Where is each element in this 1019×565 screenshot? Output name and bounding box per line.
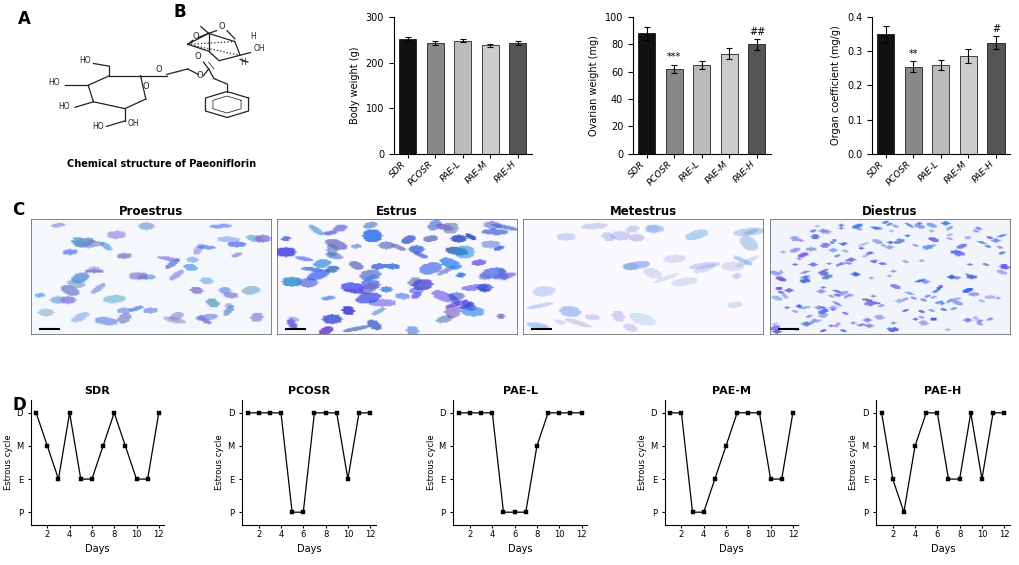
Text: B: B [173, 3, 185, 21]
Y-axis label: Estrous cycle: Estrous cycle [4, 434, 13, 490]
Y-axis label: Organ coefficient (mg/g): Organ coefficient (mg/g) [830, 25, 841, 145]
Text: O: O [143, 82, 149, 91]
Bar [665, 69, 682, 154]
Text: ***: *** [666, 52, 681, 62]
Title: PAE-M: PAE-M [711, 386, 750, 396]
Text: OH: OH [253, 44, 265, 53]
Bar [398, 39, 416, 154]
Bar [959, 56, 976, 154]
Text: HO: HO [48, 77, 59, 86]
Y-axis label: Estrous cycle: Estrous cycle [426, 434, 435, 490]
Text: #: # [991, 24, 999, 34]
Bar [720, 54, 737, 154]
Text: O: O [218, 22, 225, 31]
Text: O: O [196, 71, 203, 80]
Title: PAE-L: PAE-L [502, 386, 537, 396]
Bar [931, 65, 949, 154]
Text: HO: HO [79, 56, 91, 66]
Text: **: ** [908, 49, 917, 59]
X-axis label: Days: Days [929, 544, 954, 554]
Text: A: A [17, 10, 31, 28]
Bar [904, 67, 921, 154]
Bar [426, 43, 443, 154]
Title: PCOSR: PCOSR [287, 386, 329, 396]
Bar [748, 44, 764, 154]
Text: C: C [12, 201, 24, 219]
Title: PAE-H: PAE-H [923, 386, 961, 396]
X-axis label: Days: Days [297, 544, 321, 554]
Text: D: D [12, 396, 25, 414]
Y-axis label: Estrous cycle: Estrous cycle [849, 434, 858, 490]
Text: O: O [195, 51, 202, 60]
Bar [508, 43, 526, 154]
Title: Diestrus: Diestrus [861, 205, 916, 218]
Y-axis label: Ovarian weight (mg): Ovarian weight (mg) [589, 35, 598, 136]
Y-axis label: Estrous cycle: Estrous cycle [637, 434, 646, 490]
Text: O: O [156, 66, 162, 75]
Title: SDR: SDR [85, 386, 110, 396]
Title: Proestrus: Proestrus [118, 205, 182, 218]
Y-axis label: Body weight (g): Body weight (g) [350, 46, 360, 124]
Text: ##: ## [748, 27, 764, 37]
X-axis label: Days: Days [507, 544, 532, 554]
Bar [481, 45, 498, 154]
Bar [453, 41, 471, 154]
X-axis label: Days: Days [718, 544, 743, 554]
Text: Chemical structure of Paeoniflorin: Chemical structure of Paeoniflorin [67, 159, 256, 170]
Text: HO: HO [58, 102, 70, 111]
Text: HO: HO [92, 122, 104, 131]
Title: Metestrus: Metestrus [609, 205, 677, 218]
Bar [638, 33, 654, 154]
Text: O: O [192, 32, 199, 41]
Bar [986, 42, 1004, 154]
Y-axis label: Estrous cycle: Estrous cycle [215, 434, 224, 490]
Text: OH: OH [127, 119, 139, 128]
X-axis label: Days: Days [86, 544, 110, 554]
Title: Estrus: Estrus [376, 205, 418, 218]
Text: H: H [239, 58, 246, 67]
Bar [876, 34, 894, 154]
Bar [693, 65, 709, 154]
Text: H: H [251, 32, 256, 41]
